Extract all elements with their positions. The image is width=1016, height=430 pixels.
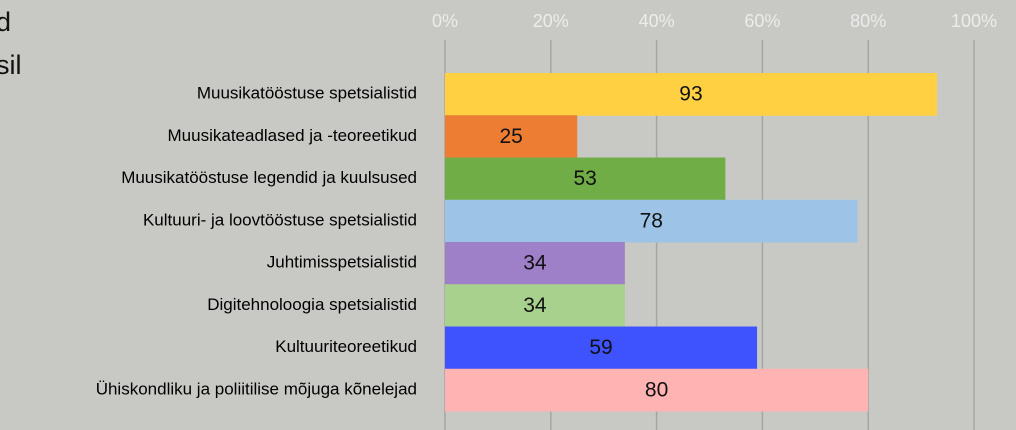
x-tick-label: 100% xyxy=(951,11,997,31)
x-tick-label: 40% xyxy=(639,11,675,31)
y-tick-label: Digitehnoloogia spetsialistid xyxy=(207,295,417,314)
chart-title: sil xyxy=(0,50,22,80)
value-label: 80 xyxy=(645,378,668,401)
x-tick-label: 80% xyxy=(850,11,886,31)
bar xyxy=(445,199,858,243)
chart-title: d xyxy=(0,7,11,37)
y-tick-label: Muusikateadlased ja -teoreetikud xyxy=(168,126,417,145)
value-label: 78 xyxy=(640,209,663,232)
bar xyxy=(445,157,726,201)
value-label: 34 xyxy=(523,294,547,317)
bar xyxy=(445,284,625,327)
bar xyxy=(445,368,869,412)
y-tick-label: Kultuuriteoreetikud xyxy=(275,337,417,356)
bar xyxy=(445,242,625,285)
value-label: 34 xyxy=(523,252,547,275)
y-tick-label: Juhtimisspetsialistid xyxy=(267,253,417,272)
x-tick-label: 60% xyxy=(744,11,780,31)
bar xyxy=(445,73,937,116)
y-tick-label: Muusikatööstuse legendid ja kuulsused xyxy=(121,168,417,187)
value-label: 53 xyxy=(574,167,597,190)
x-tick-label: 20% xyxy=(533,11,569,31)
bar xyxy=(445,115,578,158)
value-label: 25 xyxy=(499,125,522,148)
value-label: 59 xyxy=(589,336,612,359)
y-tick-label: Ühiskondliku ja poliitilise mõjuga kõnel… xyxy=(96,379,417,398)
x-tick-label: 0% xyxy=(432,11,458,31)
bar xyxy=(445,326,758,370)
value-label: 93 xyxy=(679,83,702,106)
y-tick-label: Muusikatööstuse spetsialistid xyxy=(197,84,417,103)
y-tick-label: Kultuuri- ja loovtööstuse spetsialistid xyxy=(143,210,417,229)
